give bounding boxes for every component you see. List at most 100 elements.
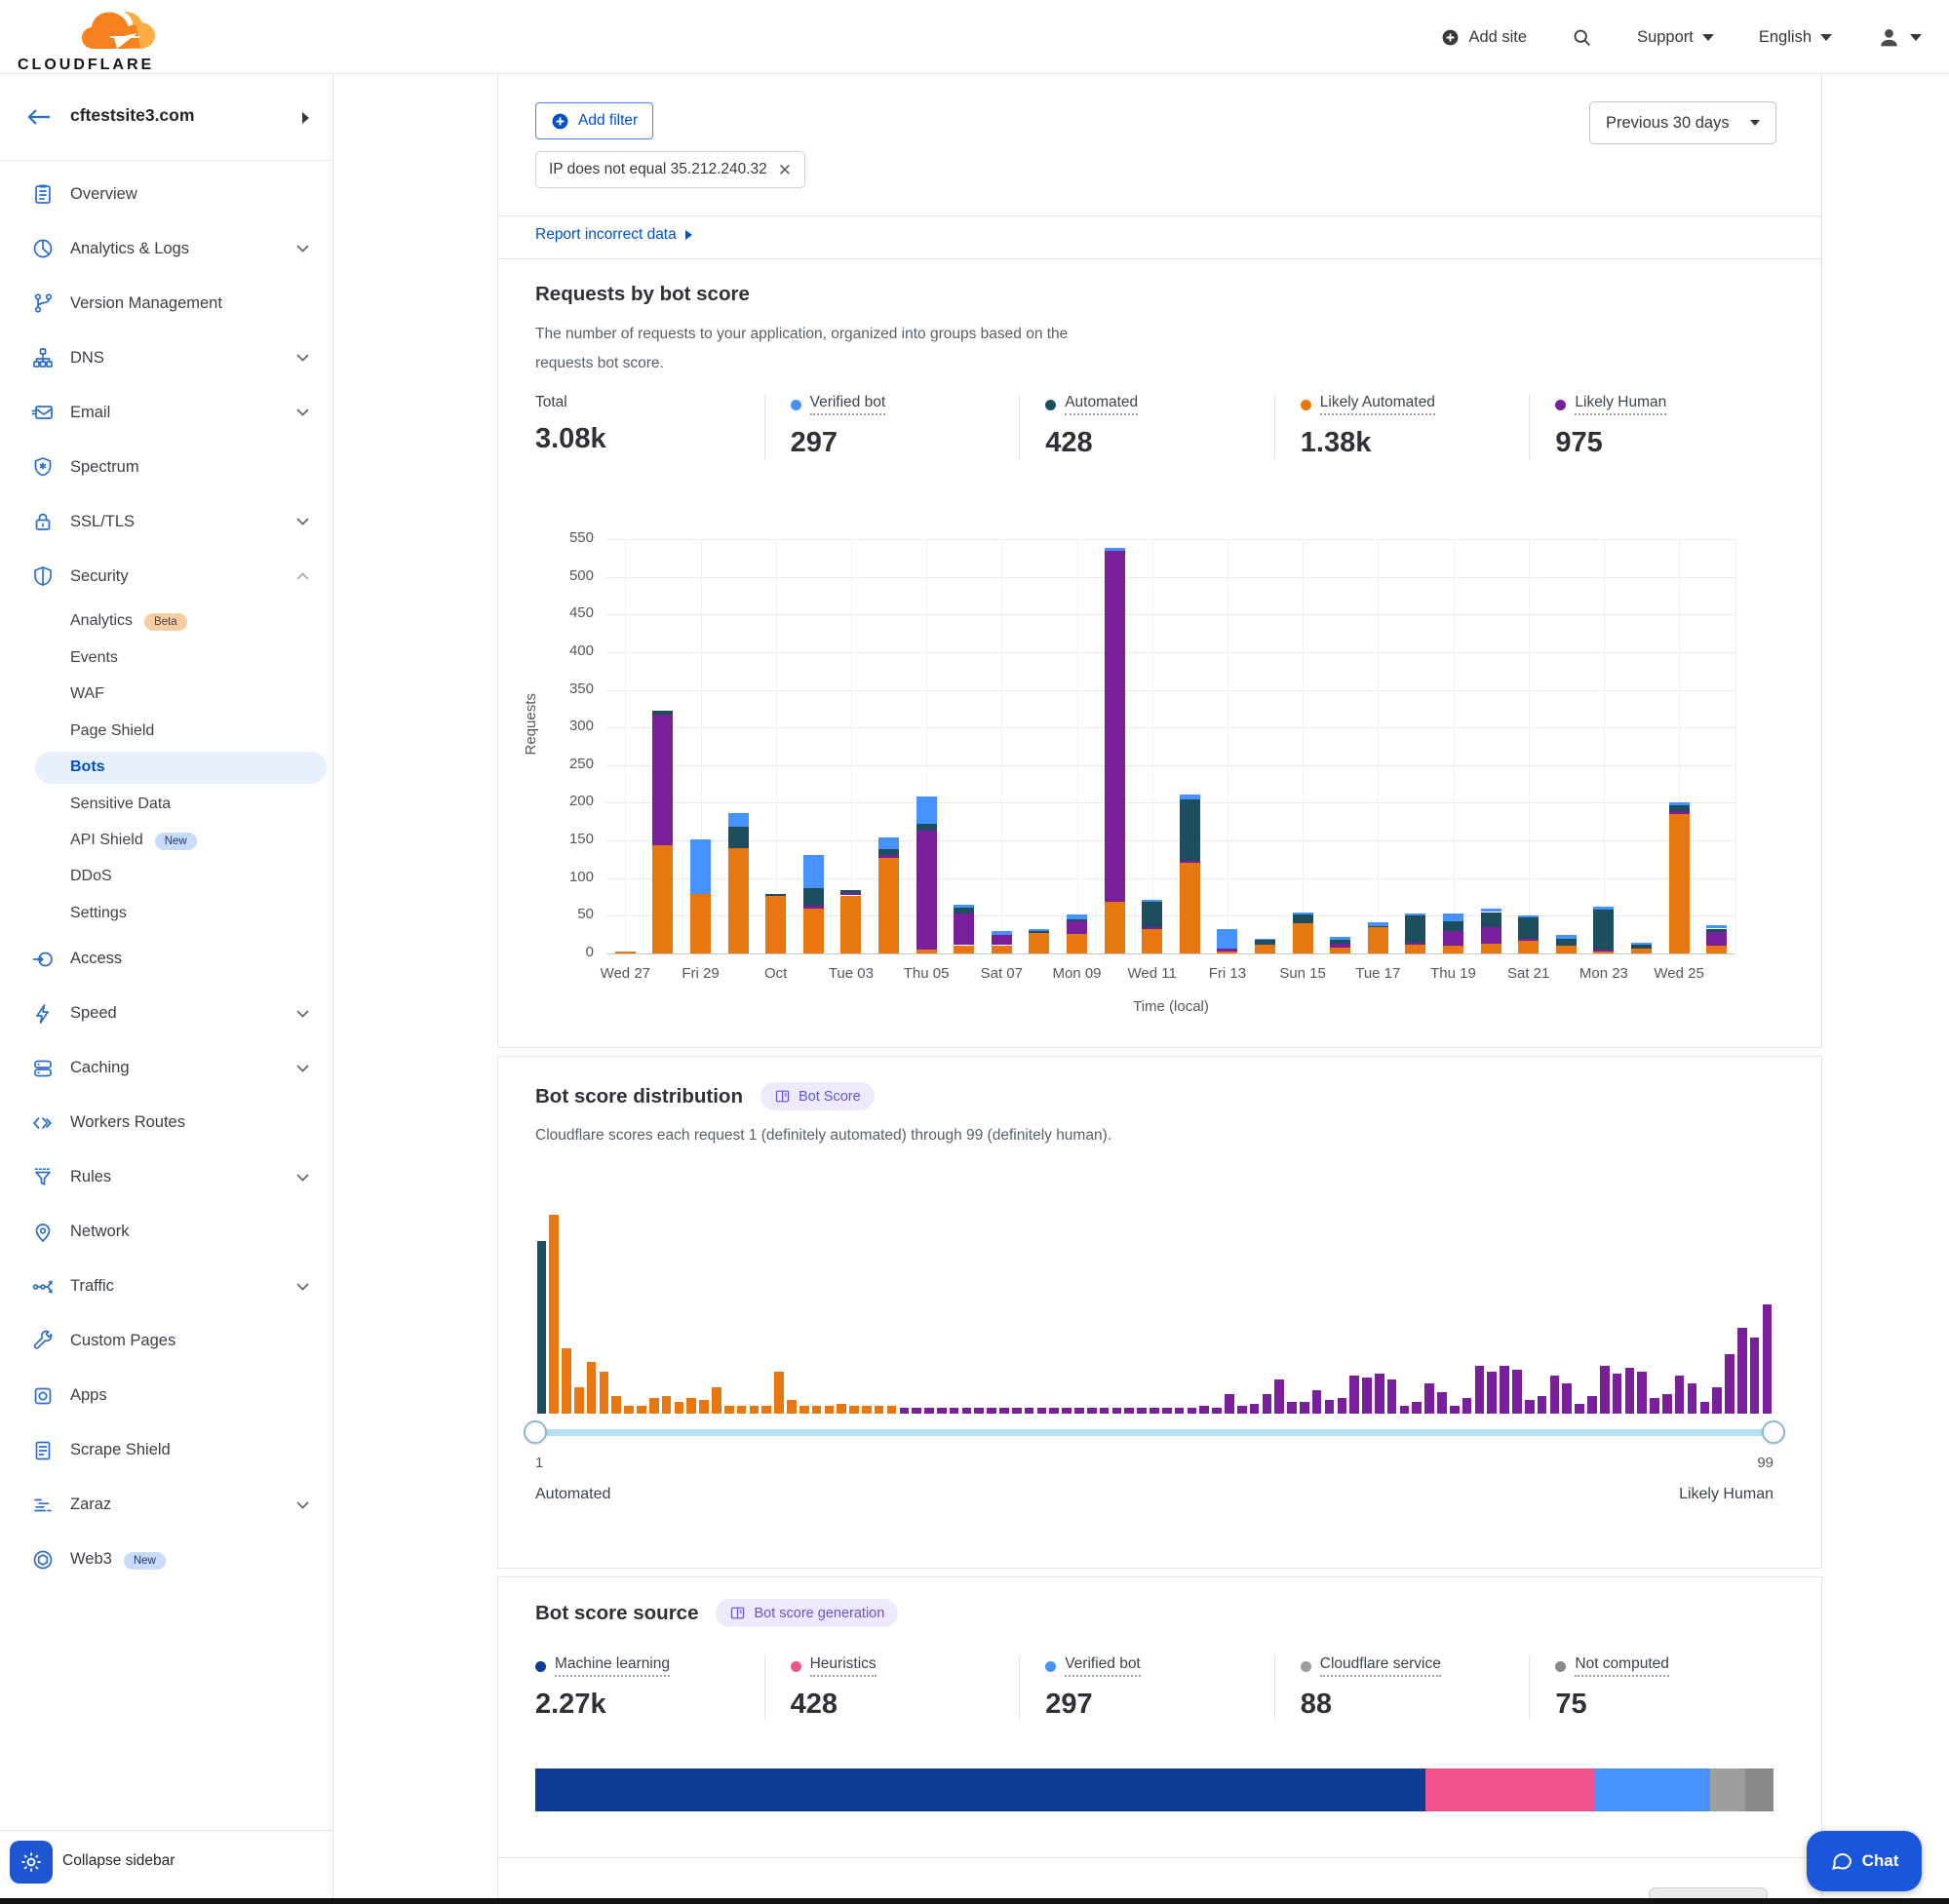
add-filter-label: Add filter (578, 112, 639, 129)
histogram-bar (1311, 1389, 1322, 1414)
sidebar-item-ssl-tls[interactable]: SSL/TLS (0, 494, 332, 549)
histogram-bar (1687, 1383, 1697, 1414)
histogram-bar (1575, 1403, 1584, 1414)
bar-segment-likely-human (916, 831, 937, 951)
sidebar-item-version-management[interactable]: Version Management (0, 276, 332, 330)
histogram-bar (924, 1407, 934, 1414)
sidebar-item-access[interactable]: Access (0, 932, 332, 987)
date-range-select[interactable]: Previous 30 days (1589, 101, 1776, 144)
sidebar-item-label: Spectrum (70, 457, 139, 476)
bar-segment-likely-automated (1405, 944, 1426, 953)
sidebar-item-scrape-shield[interactable]: Scrape Shield (0, 1423, 332, 1478)
sidebar-item-analytics-logs[interactable]: Analytics & Logs (0, 221, 332, 276)
sidebar-item-zaraz[interactable]: Zaraz (0, 1478, 332, 1533)
chevron-down-icon[interactable] (296, 245, 309, 253)
filter-chip[interactable]: IP does not equal 35.212.240.32 ✕ (535, 151, 806, 188)
add-site-button[interactable]: Add site (1441, 28, 1527, 47)
sidebar-item-sensitive-data[interactable]: Sensitive Data (0, 786, 332, 822)
x-axis-tick: Thu 05 (903, 965, 950, 982)
chevron-down-icon[interactable] (296, 1064, 309, 1072)
sidebar-item-page-shield[interactable]: Page Shield (0, 713, 332, 749)
chevron-down-icon[interactable] (296, 354, 309, 362)
sidebar-item-apps[interactable]: Apps (0, 1369, 332, 1423)
legend-dot (1555, 1660, 1567, 1672)
chevron-down-icon[interactable] (296, 1173, 309, 1182)
language-menu[interactable]: English (1759, 28, 1832, 47)
sidebar-item-network[interactable]: Network (0, 1205, 332, 1260)
sidebar-item-bots[interactable]: Bots (0, 750, 332, 786)
histogram-bar (1287, 1401, 1297, 1414)
chevron-down-icon (1701, 33, 1714, 41)
sidebar-item-analytics[interactable]: Analytics Beta (0, 603, 332, 640)
stat-label-text[interactable]: Automated (1065, 394, 1139, 415)
bot-score-generation-badge[interactable]: Bot score generation (716, 1599, 899, 1627)
bar-segment-likely-human (954, 913, 975, 946)
sidebar-item-email[interactable]: Email (0, 385, 332, 440)
slider-handle-max[interactable] (1762, 1420, 1785, 1444)
chevron-down-icon[interactable] (296, 1009, 309, 1018)
stat-label-text[interactable]: Heuristics (809, 1655, 877, 1677)
sidebar-item-waf[interactable]: WAF (0, 677, 332, 713)
sidebar-item-traffic[interactable]: Traffic (0, 1260, 332, 1314)
sidebar-item-rules[interactable]: Rules (0, 1150, 332, 1205)
support-menu[interactable]: Support (1637, 28, 1714, 47)
stat-label-text[interactable]: Verified bot (809, 394, 886, 415)
arrow-left-icon[interactable] (25, 105, 53, 129)
sidebar-item-security[interactable]: Security (0, 549, 332, 603)
sidebar-item-workers-routes[interactable]: Workers Routes (0, 1096, 332, 1150)
cloudflare-logo[interactable]: CLOUDFLARE (18, 4, 174, 73)
chevron-down-icon[interactable] (296, 1282, 309, 1291)
gridline (606, 651, 1735, 653)
collapse-sidebar-button[interactable]: Collapse sidebar (62, 1852, 175, 1869)
stat-label-text[interactable]: Verified bot (1065, 1655, 1141, 1677)
bar-segment-likely-human (802, 906, 824, 910)
sidebar-item-api-shield[interactable]: API Shield New (0, 822, 332, 858)
x-axis-tick: Wed 25 (1654, 965, 1704, 982)
bot-score-badge[interactable]: Bot Score (760, 1082, 875, 1110)
histogram-bar (1161, 1407, 1172, 1414)
add-filter-button[interactable]: Add filter (535, 102, 654, 139)
stat-label-text[interactable]: Likely Human (1575, 394, 1667, 415)
bar-segment-likely-automated (1367, 926, 1388, 953)
bar-segment-automated (765, 893, 787, 897)
account-menu[interactable] (1877, 25, 1922, 50)
bar-segment-verified-bot (727, 812, 749, 828)
histogram-bar (1150, 1407, 1159, 1414)
chevron-up-icon[interactable] (296, 572, 309, 580)
sidebar-item-dns[interactable]: DNS (0, 330, 332, 385)
chevron-down-icon[interactable] (296, 408, 309, 416)
bar-segment-likely-automated (1142, 929, 1163, 953)
histogram-bar (1599, 1366, 1610, 1414)
chevron-down-icon (1910, 33, 1922, 41)
chevron-down-icon[interactable] (296, 1500, 309, 1509)
bar-segment-likely-human (1330, 943, 1351, 948)
stat-label-text[interactable]: Cloudflare service (1319, 1655, 1441, 1677)
search-button[interactable] (1572, 27, 1592, 48)
chevron-right-icon[interactable] (302, 112, 309, 124)
site-name[interactable]: cftestsite3.com (70, 105, 195, 125)
sidebar-item-web3[interactable]: Web3 New (0, 1533, 332, 1587)
settings-gear-button[interactable] (10, 1841, 53, 1884)
stat-label-text[interactable]: Machine learning (555, 1655, 671, 1677)
chat-button[interactable]: Chat (1807, 1831, 1922, 1891)
slider-handle-min[interactable] (524, 1420, 547, 1444)
sidebar-item-settings[interactable]: Settings (0, 895, 332, 931)
stat-label-text[interactable]: Not computed (1575, 1655, 1669, 1677)
scrape-shield-icon (30, 1438, 56, 1463)
sidebar-item-overview[interactable]: Overview (0, 167, 332, 221)
user-icon (1881, 28, 1897, 46)
sidebar-item-ddos[interactable]: DDoS (0, 859, 332, 895)
sidebar-item-custom-pages[interactable]: Custom Pages (0, 1314, 332, 1369)
sidebar-item-events[interactable]: Events (0, 640, 332, 676)
card-description: The number of requests to your applicati… (535, 326, 1069, 371)
sidebar-item-speed[interactable]: Speed (0, 987, 332, 1041)
chevron-down-icon[interactable] (296, 518, 309, 525)
stat-label-text[interactable]: Likely Automated (1319, 394, 1435, 415)
close-icon[interactable]: ✕ (777, 160, 793, 179)
sidebar-item-caching[interactable]: Caching (0, 1041, 332, 1096)
report-incorrect-data-link[interactable]: Report incorrect data (535, 226, 692, 244)
sidebar-item-label: Analytics & Logs (70, 239, 189, 257)
analytics-logs-icon (30, 236, 56, 261)
sidebar-item-spectrum[interactable]: Spectrum (0, 440, 332, 494)
score-range-slider-track[interactable] (535, 1429, 1774, 1436)
